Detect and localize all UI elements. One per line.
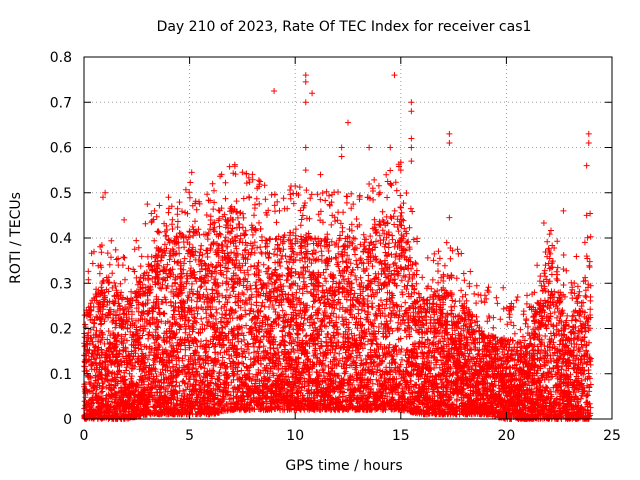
y-tick-label: 0.2 bbox=[50, 322, 72, 338]
x-tick-label: 25 bbox=[603, 428, 621, 444]
data-point bbox=[446, 139, 453, 146]
scatter-cloud bbox=[81, 159, 594, 422]
data-point bbox=[408, 135, 415, 142]
y-tick-label: 0.6 bbox=[50, 141, 72, 157]
data-point bbox=[408, 108, 415, 115]
data-point bbox=[585, 130, 592, 137]
x-axis-label: GPS time / hours bbox=[285, 458, 402, 474]
y-tick-label: 0.7 bbox=[50, 95, 72, 111]
data-point bbox=[446, 130, 453, 137]
data-point bbox=[560, 207, 567, 214]
data-point bbox=[302, 99, 309, 106]
data-point bbox=[317, 171, 324, 178]
x-tick-label: 5 bbox=[185, 428, 194, 444]
data-point bbox=[165, 194, 172, 201]
data-point bbox=[302, 78, 309, 85]
data-point bbox=[387, 144, 394, 151]
tick-labels: 0 5 10 15 20 25 0 0.1 0.2 0.3 0.4 0.5 0.6 0.7 0.8 bbox=[50, 50, 621, 444]
grid bbox=[84, 57, 612, 419]
chart-title: Day 210 of 2023, Rate Of TEC Index for r… bbox=[157, 19, 532, 35]
data-point bbox=[408, 158, 415, 165]
data-point bbox=[121, 216, 128, 223]
data-point bbox=[188, 169, 195, 176]
data-point bbox=[144, 201, 151, 208]
axis-ticks bbox=[83, 56, 613, 420]
x-tick-label: 0 bbox=[80, 428, 89, 444]
data-point bbox=[585, 139, 592, 146]
y-tick-label: 0 bbox=[63, 412, 72, 428]
data-point bbox=[302, 72, 309, 79]
data-point bbox=[583, 162, 590, 169]
data-point bbox=[271, 87, 278, 94]
data-points bbox=[81, 72, 594, 422]
y-tick-label: 0.4 bbox=[50, 231, 72, 247]
y-tick-label: 0.8 bbox=[50, 50, 72, 66]
y-tick-label: 0.3 bbox=[50, 276, 72, 292]
data-point bbox=[408, 144, 415, 151]
data-point bbox=[408, 99, 415, 106]
data-point bbox=[338, 153, 345, 160]
data-point bbox=[292, 182, 299, 189]
data-point bbox=[302, 167, 309, 174]
data-point bbox=[102, 189, 109, 196]
y-tick-label: 0.5 bbox=[50, 186, 72, 202]
data-point bbox=[302, 144, 309, 151]
data-point bbox=[254, 185, 261, 192]
x-tick-label: 10 bbox=[286, 428, 304, 444]
data-point bbox=[397, 167, 404, 174]
y-axis-label: ROTI / TECUs bbox=[8, 192, 24, 284]
data-point bbox=[391, 72, 398, 79]
data-point bbox=[100, 194, 107, 201]
x-tick-label: 20 bbox=[497, 428, 515, 444]
data-point bbox=[345, 119, 351, 126]
data-point bbox=[338, 144, 345, 151]
data-point bbox=[309, 90, 316, 97]
data-point bbox=[583, 212, 590, 219]
data-point bbox=[366, 144, 373, 151]
x-tick-label: 15 bbox=[392, 428, 410, 444]
y-tick-label: 0.1 bbox=[50, 367, 72, 383]
data-point bbox=[446, 214, 453, 221]
